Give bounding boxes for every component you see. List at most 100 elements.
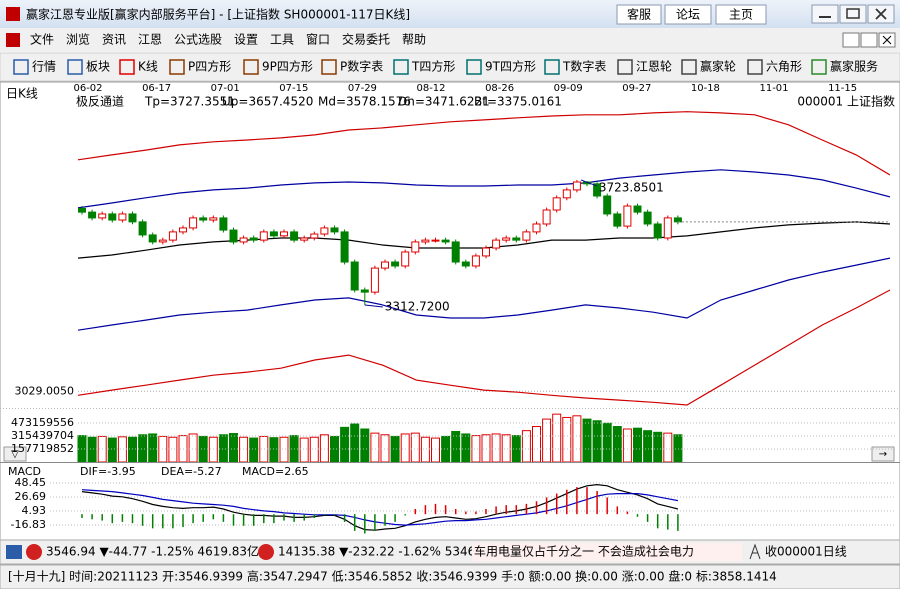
toolbar-item[interactable]: K线 xyxy=(138,60,158,74)
toolbar-item[interactable]: T数字表 xyxy=(562,59,606,74)
detail-bar xyxy=(0,564,900,589)
header-button-label[interactable]: 主页 xyxy=(729,8,753,22)
toolbar-icon xyxy=(617,59,633,75)
toolbar-item[interactable]: 9T四方形 xyxy=(485,59,536,74)
toolbar-item[interactable]: 行情 xyxy=(32,60,56,74)
macd-line xyxy=(81,483,679,531)
volume-bar xyxy=(330,435,339,462)
candle-body xyxy=(603,195,612,215)
menu-item[interactable]: 交易委托 xyxy=(342,32,390,47)
candle-body xyxy=(613,213,622,227)
menu-item[interactable]: 工具 xyxy=(270,33,294,47)
channel-line xyxy=(77,169,891,209)
candle-body xyxy=(370,267,379,293)
volume-bar xyxy=(117,436,127,462)
candle-body xyxy=(128,213,137,223)
volume-bar xyxy=(663,432,673,462)
candle-body xyxy=(269,231,278,237)
toolbar-item[interactable]: T四方形 xyxy=(411,59,455,74)
volume-bar xyxy=(370,432,380,462)
candle-body xyxy=(663,217,672,239)
volume-bar xyxy=(481,434,491,462)
toolbar-item[interactable]: P四方形 xyxy=(188,59,231,74)
volume-bar xyxy=(249,437,259,462)
candle-body xyxy=(441,239,450,243)
indicator-title: 极反通道 xyxy=(76,95,124,109)
header-button[interactable] xyxy=(715,4,767,25)
candle-body xyxy=(280,231,288,237)
scroll-down-button[interactable] xyxy=(3,446,27,462)
scroll-right-button[interactable] xyxy=(871,446,895,462)
volume-bar xyxy=(633,427,642,462)
toolbar-item[interactable]: 江恩轮 xyxy=(636,60,672,74)
candle-body xyxy=(492,239,501,249)
y-tick-label: 157719852 xyxy=(11,442,74,455)
menu-item[interactable]: 江恩 xyxy=(138,33,162,47)
candle-body xyxy=(360,289,369,293)
candle-body xyxy=(138,221,147,236)
volume-bar xyxy=(622,428,632,462)
candle-body xyxy=(98,213,107,219)
volume-bar xyxy=(592,420,602,462)
candle-body xyxy=(572,181,581,191)
menu-item[interactable]: 文件 xyxy=(30,32,54,47)
toolbar-item[interactable]: 9P四方形 xyxy=(262,59,313,74)
scroll-glyph: ▽ xyxy=(11,449,19,460)
channel-line xyxy=(77,111,891,176)
toolbar-item[interactable]: 赢家服务 xyxy=(830,59,878,74)
toolbar-item[interactable]: 赢家轮 xyxy=(700,59,736,74)
date-label: 10-18 xyxy=(691,83,720,94)
candle-body xyxy=(330,227,339,233)
header-button[interactable] xyxy=(616,4,662,25)
candle-body xyxy=(118,213,127,221)
toolbar-icon xyxy=(119,59,135,75)
menu-item[interactable]: 窗口 xyxy=(306,33,330,47)
maximize-button[interactable] xyxy=(839,4,867,24)
date-label: 07-15 xyxy=(279,83,308,94)
menu-item[interactable]: 设置 xyxy=(234,33,258,47)
candle-body xyxy=(209,217,218,221)
toolbar-item[interactable]: P数字表 xyxy=(340,59,383,74)
candle-body xyxy=(350,261,359,291)
volume-bar xyxy=(521,430,531,462)
candle-body xyxy=(290,231,299,241)
date-label: 07-29 xyxy=(348,83,377,94)
minimize-button[interactable] xyxy=(811,4,839,24)
volume-bar xyxy=(501,434,511,462)
toolbar-icon xyxy=(811,59,827,75)
news-ticker[interactable]: 车用电量仅占千分之一 不会造成社会电力 xyxy=(474,544,694,559)
news-ticker-box[interactable] xyxy=(472,543,742,561)
high-pointer xyxy=(580,179,598,187)
candle-body xyxy=(461,261,470,267)
window-title: 赢家江恩专业版[赢家内部服务平台] - [上证指数 SH000001-117日K… xyxy=(26,7,410,22)
antenna-icon xyxy=(749,543,761,560)
header-button-label[interactable]: 论坛 xyxy=(676,8,700,22)
menu-item[interactable]: 公式选股 xyxy=(174,33,222,47)
status-bar xyxy=(0,539,900,565)
mdi-minimize[interactable] xyxy=(842,32,860,48)
y-tick-label: 315439704 xyxy=(11,429,74,442)
volume-bar xyxy=(552,413,562,462)
toolbar-item[interactable]: 板块 xyxy=(86,60,110,74)
volume-bar xyxy=(229,433,238,462)
candle-body xyxy=(148,234,157,243)
legend-entry: MACD=2.65 xyxy=(242,465,309,478)
detail-text: [十月十九] 时间:20211123 开:3546.9399 高:3547.29… xyxy=(8,569,777,584)
volume-bar xyxy=(431,437,440,462)
volume-bar xyxy=(138,434,148,462)
menu-item[interactable]: 帮助 xyxy=(402,33,426,47)
mdi-restore[interactable] xyxy=(860,32,878,48)
toolbar-icon xyxy=(681,59,697,75)
header-button[interactable] xyxy=(664,4,712,25)
header-button-label[interactable]: 客服 xyxy=(627,7,651,22)
y-tick-label: 3029.0050 xyxy=(15,384,75,397)
menu-item[interactable]: 资讯 xyxy=(102,33,126,47)
toolbar-item[interactable]: 六角形 xyxy=(766,60,802,74)
menu-item[interactable]: 浏览 xyxy=(66,32,90,47)
toolbar-icon xyxy=(67,59,83,75)
candle-body xyxy=(593,183,602,197)
candle-body xyxy=(673,217,682,223)
volume-bar xyxy=(148,433,158,462)
candle-body xyxy=(633,205,642,213)
